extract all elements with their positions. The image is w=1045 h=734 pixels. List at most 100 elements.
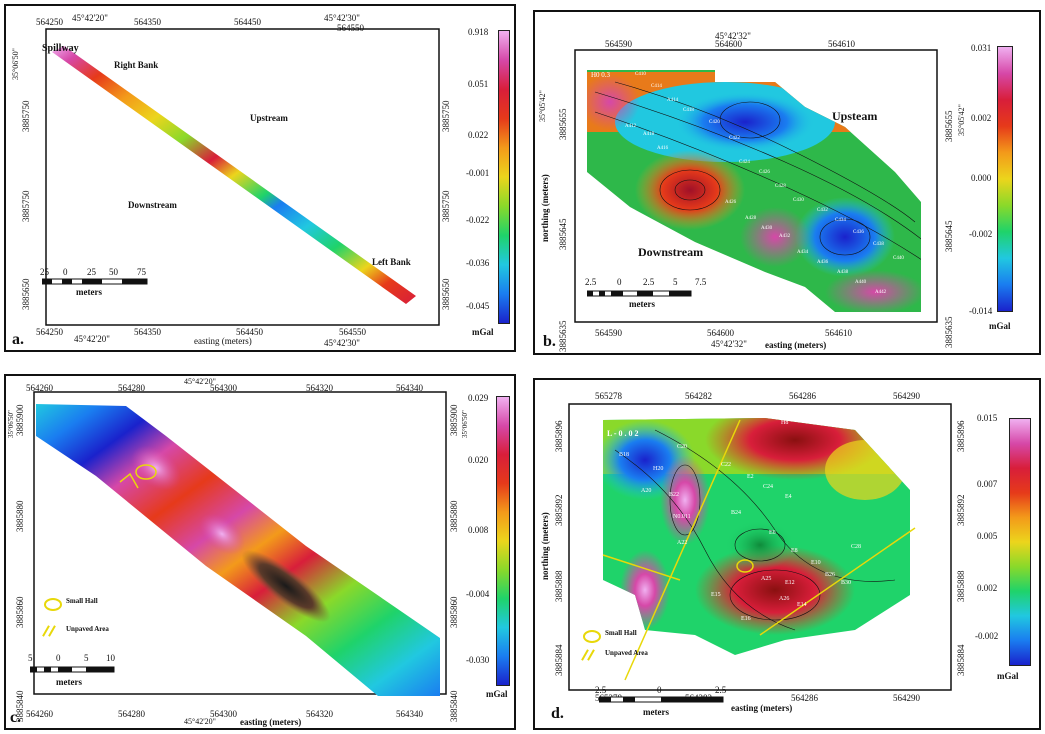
b-station: A426 — [725, 200, 737, 205]
b-right-tick-3: 3885635 — [944, 316, 954, 349]
a-cbar-tick-2: 0.022 — [468, 130, 489, 140]
c-scale-tick-3: 10 — [106, 653, 115, 663]
dam-anomaly-strip — [52, 46, 416, 304]
c-right-tick-1: 35°06'50" — [461, 410, 469, 438]
c-panel-letter: c. — [10, 709, 22, 726]
b-station: A442 — [875, 290, 887, 295]
b-upstream-label: Upsteam — [832, 109, 878, 123]
b-station: C414 — [651, 84, 662, 89]
b-station: C440 — [893, 256, 904, 261]
b-station: C424 — [739, 160, 750, 165]
b-x-title: easting (meters) — [765, 340, 827, 350]
d-label: H8 — [781, 420, 789, 426]
d-top-tick-2: 564286 — [789, 391, 816, 401]
d-bottom-tick-2: 564286 — [791, 693, 818, 703]
a-top-tick-5: 564550 — [337, 23, 364, 33]
b-cbar-unit: mGal — [989, 321, 1011, 331]
d-label: E12 — [785, 580, 795, 586]
d-label: E4 — [785, 494, 792, 500]
gravity-map-a — [45, 28, 440, 326]
a-cbar-tick-0: 0.918 — [468, 27, 489, 37]
panel-c: 564260 564280 45°42'20" 564300 564320 56… — [4, 374, 516, 730]
c-top-tick-0: 564260 — [26, 383, 53, 393]
c-cbar-tick-2: 0.008 — [468, 525, 489, 535]
d-label: A22 — [677, 540, 688, 546]
b-cbar-tick-4: -0.014 — [969, 306, 993, 316]
panel-a: 564250 45°42'20" 564350 564450 45°42'30"… — [4, 4, 516, 352]
b-left-tick-0: 35°05'42" — [538, 90, 547, 122]
d-scale-bar — [599, 696, 724, 703]
a-left-tick-3: 3885650 — [21, 278, 31, 311]
a-bottom-tick-0: 564250 — [36, 327, 63, 337]
c-bottom-tick-0: 564260 — [26, 709, 53, 719]
b-station: A414 — [667, 98, 679, 103]
a-left-tick-1: 3885750 — [21, 100, 31, 133]
d-label: B22 — [669, 492, 680, 498]
d-label: E10 — [811, 560, 821, 566]
d-label: E15 — [711, 592, 721, 598]
d-label: C28 — [851, 544, 862, 550]
c-top-tick-2: 45°42'20" — [184, 377, 216, 386]
d-right-tick-2: 3885888 — [956, 570, 966, 603]
c-cbar-tick-1: 0.020 — [468, 455, 489, 465]
d-label: C24 — [763, 484, 774, 490]
d-label: N0.011 — [673, 514, 691, 520]
c-cbar-tick-0: 0.029 — [468, 393, 489, 403]
a-cbar-tick-6: -0.045 — [466, 301, 490, 311]
d-label: B24 — [731, 510, 742, 516]
d-scale-tick-2: 2.5 — [715, 685, 727, 695]
d-label: C22 — [721, 462, 732, 468]
b-station: C420 — [709, 120, 720, 125]
b-bottom-coord: 45°42'32" — [711, 339, 747, 349]
c-cbar-tick-4: -0.030 — [466, 655, 490, 665]
d-label: E16 — [741, 616, 751, 622]
c-left-tick-2: 3885880 — [15, 500, 25, 533]
a-scale-tick-3: 50 — [109, 267, 118, 277]
c-right-tick-2: 3885880 — [449, 500, 459, 533]
a-top-tick-1: 45°42'20" — [72, 13, 108, 23]
a-panel-letter: a. — [12, 331, 24, 348]
b-station: A430 — [761, 226, 773, 231]
b-scale-tick-2: 2.5 — [643, 277, 655, 287]
a-scale-bar — [42, 278, 148, 285]
a-bottom-tick-3: 564450 — [236, 327, 263, 337]
a-top-tick-4: 45°42'30" — [324, 13, 360, 23]
c-scale-unit: meters — [56, 677, 82, 687]
b-station: C432 — [817, 208, 828, 213]
c-bottom-tick-2: 45°42'20" — [184, 717, 216, 726]
b-cbar-tick-1: 0.002 — [971, 113, 992, 123]
c-left-tick-1: 3885900 — [15, 404, 25, 437]
d-label: E2 — [747, 474, 754, 480]
d-cbar-tick-0: 0.015 — [977, 413, 998, 423]
b-station: C434 — [835, 218, 846, 223]
a-top-tick-0: 564250 — [36, 17, 63, 27]
c-colorbar — [496, 396, 510, 686]
a-cbar-tick-1: 0.051 — [468, 79, 489, 89]
c-small-hall-legend-icon — [44, 598, 62, 611]
a-right-tick-0: 3885750 — [441, 100, 451, 133]
a-scale-tick-1: 0 — [63, 267, 68, 277]
b-station: C410 — [635, 72, 646, 77]
a-colorbar — [498, 30, 510, 324]
d-unpaved-legend: Unpaved Area — [605, 649, 648, 657]
b-station: A436 — [817, 260, 829, 265]
b-station: A412 — [625, 124, 637, 129]
b-ho-label: H0 0.3 — [591, 71, 611, 79]
b-bottom-tick-2: 564610 — [825, 328, 852, 338]
b-station: A432 — [779, 234, 791, 239]
d-small-hall-legend: Small Hall — [605, 629, 637, 637]
panel-b: 45°42'32" 564590 564600 564610 564590 56… — [533, 10, 1041, 355]
b-colorbar — [997, 46, 1013, 312]
a-right-tick-2: 3885650 — [441, 278, 451, 311]
d-panel-letter: d. — [551, 705, 564, 722]
c-scale-tick-2: 5 — [84, 653, 89, 663]
c-bottom-tick-4: 564320 — [306, 709, 333, 719]
a-upstream-label: Upstream — [250, 113, 288, 123]
b-scale-tick-1: 0 — [617, 277, 622, 287]
b-right-tick-2: 3885645 — [944, 220, 954, 253]
b-scale-unit: meters — [629, 299, 655, 309]
c-x-title: easting (meters) — [240, 717, 302, 727]
b-station: C422 — [729, 136, 740, 141]
b-scale-tick-3: 5 — [673, 277, 678, 287]
d-scale-tick-0: 2.5 — [595, 685, 607, 695]
